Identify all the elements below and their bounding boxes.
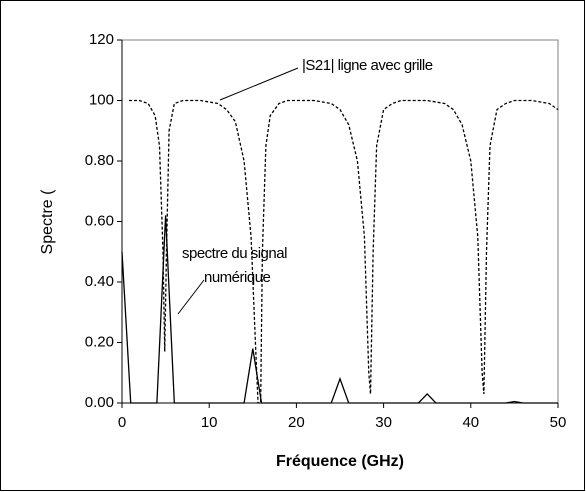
x-axis-title: Fréquence (GHz) [276,453,404,470]
y-tick-label: 120 [89,31,114,48]
annotation: spectre du signal [182,245,287,262]
y-tick-label: 0.20 [85,333,114,350]
annotation: |S21| ligne avec grille [302,57,433,74]
line-series [121,215,558,404]
y-tick-label: 0.60 [85,212,114,229]
x-tick-label: 40 [462,414,479,431]
annotation-arrow [219,67,299,101]
y-tick-label: 0.80 [85,152,114,169]
y-tick-label: 0.00 [85,394,114,411]
y-tick-label: 100 [89,91,114,108]
x-tick-label: 10 [201,414,218,431]
x-tick-label: 0 [118,414,126,431]
y-axis-title: Spectre ( [39,189,56,255]
x-tick-label: 30 [375,414,392,431]
annotation: numérique [204,269,271,286]
annotation-arrow [177,279,205,315]
x-tick-label: 20 [288,414,305,431]
y-tick-label: 0.40 [85,273,114,290]
x-tick-label: 50 [550,414,567,431]
